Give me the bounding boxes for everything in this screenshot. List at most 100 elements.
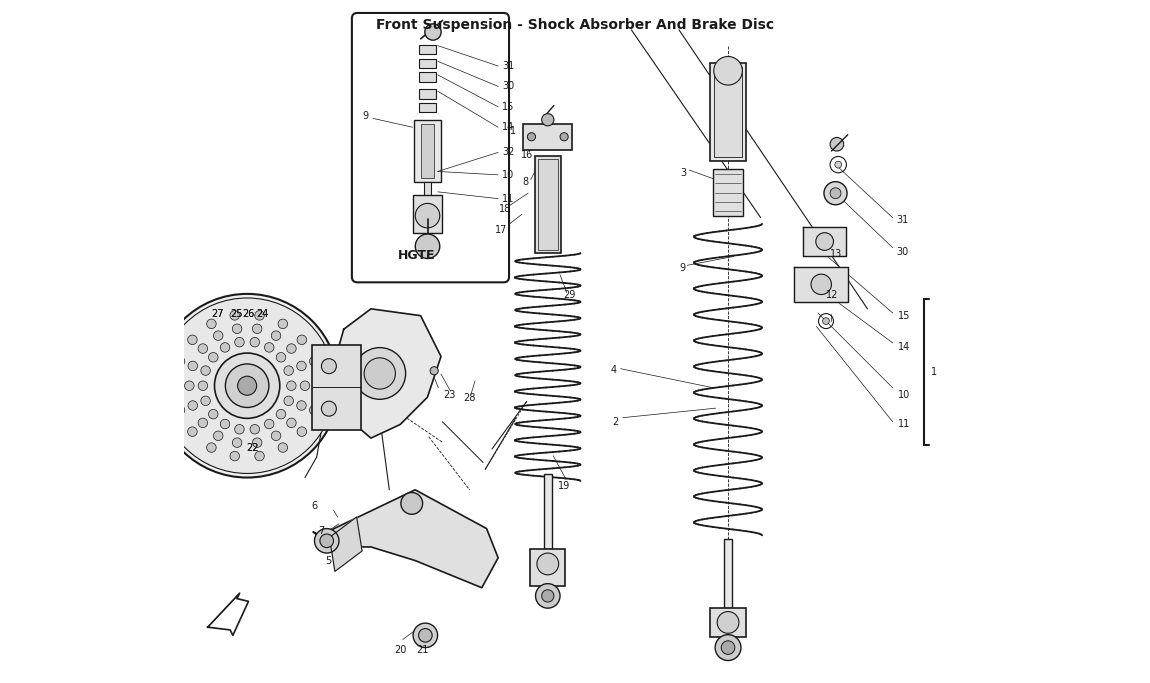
Circle shape — [250, 337, 260, 347]
Circle shape — [415, 234, 439, 258]
Text: 25: 25 — [230, 309, 243, 318]
Text: 6: 6 — [312, 501, 317, 511]
Text: 24: 24 — [256, 309, 268, 318]
Text: Front Suspension - Shock Absorber And Brake Disc: Front Suspension - Shock Absorber And Br… — [376, 18, 774, 32]
Text: 9: 9 — [678, 263, 685, 273]
Circle shape — [221, 343, 230, 352]
Circle shape — [542, 590, 554, 602]
Circle shape — [297, 335, 307, 344]
Circle shape — [286, 344, 297, 353]
Circle shape — [718, 611, 739, 633]
Circle shape — [297, 401, 306, 410]
Circle shape — [297, 427, 307, 436]
Bar — [414, 120, 442, 182]
Circle shape — [189, 361, 198, 371]
Text: 13: 13 — [830, 249, 842, 260]
Bar — [420, 59, 436, 68]
Circle shape — [187, 335, 197, 344]
Text: 23: 23 — [443, 389, 455, 400]
Circle shape — [189, 401, 198, 410]
Text: 11: 11 — [898, 419, 911, 430]
Text: 15: 15 — [898, 311, 911, 320]
Text: 22: 22 — [246, 443, 259, 453]
Circle shape — [187, 427, 197, 436]
Circle shape — [235, 425, 244, 434]
Circle shape — [278, 443, 288, 452]
Circle shape — [232, 324, 242, 333]
FancyBboxPatch shape — [352, 13, 509, 282]
Polygon shape — [313, 490, 498, 588]
Circle shape — [276, 352, 285, 362]
Text: 32: 32 — [503, 148, 514, 157]
Bar — [537, 159, 558, 251]
Circle shape — [175, 357, 185, 366]
Bar — [523, 124, 573, 150]
Text: 7: 7 — [319, 526, 324, 535]
Circle shape — [320, 534, 334, 548]
Polygon shape — [803, 227, 846, 256]
Text: 17: 17 — [496, 225, 508, 235]
Text: 16: 16 — [521, 150, 534, 160]
Text: 10: 10 — [898, 389, 911, 400]
Text: 30: 30 — [897, 247, 908, 257]
Circle shape — [215, 353, 279, 419]
Text: 31: 31 — [503, 61, 514, 71]
Circle shape — [321, 401, 337, 416]
Circle shape — [175, 406, 185, 415]
Text: 27: 27 — [212, 309, 223, 318]
Circle shape — [230, 311, 239, 320]
Circle shape — [284, 396, 293, 406]
Circle shape — [171, 381, 181, 391]
Circle shape — [542, 113, 554, 126]
Bar — [535, 156, 561, 253]
Circle shape — [207, 319, 216, 329]
Circle shape — [365, 358, 396, 389]
Text: 20: 20 — [394, 645, 407, 654]
Circle shape — [419, 628, 432, 642]
Circle shape — [201, 366, 210, 376]
Bar — [421, 124, 435, 178]
Circle shape — [264, 419, 274, 429]
Circle shape — [284, 366, 293, 376]
Bar — [530, 549, 566, 587]
Text: 26: 26 — [243, 309, 255, 318]
Circle shape — [300, 381, 309, 391]
Bar — [420, 45, 436, 55]
Circle shape — [424, 24, 442, 40]
Circle shape — [198, 381, 208, 391]
Circle shape — [354, 348, 406, 400]
Text: 1: 1 — [930, 367, 937, 377]
Circle shape — [184, 381, 194, 391]
Circle shape — [201, 396, 210, 406]
Circle shape — [208, 352, 218, 362]
Circle shape — [715, 635, 741, 660]
Bar — [723, 539, 733, 608]
Circle shape — [198, 344, 208, 353]
Bar — [420, 89, 436, 98]
Circle shape — [314, 381, 323, 391]
Circle shape — [252, 438, 262, 447]
Circle shape — [208, 409, 218, 419]
Circle shape — [264, 343, 274, 352]
Circle shape — [255, 311, 264, 320]
Circle shape — [822, 318, 829, 324]
Text: 28: 28 — [463, 393, 476, 403]
Circle shape — [835, 161, 842, 168]
Circle shape — [250, 425, 260, 434]
Polygon shape — [329, 517, 362, 572]
Bar — [424, 182, 431, 199]
Bar — [413, 195, 443, 233]
Text: 11: 11 — [503, 194, 514, 204]
Text: 27: 27 — [212, 309, 223, 318]
Text: 8: 8 — [522, 178, 529, 187]
Circle shape — [811, 274, 831, 294]
Circle shape — [560, 133, 568, 141]
Text: 30: 30 — [503, 81, 514, 92]
Text: HGTE: HGTE — [398, 249, 436, 262]
Circle shape — [823, 182, 848, 205]
Text: 22: 22 — [246, 443, 259, 453]
Text: 19: 19 — [558, 482, 570, 491]
Circle shape — [235, 337, 244, 347]
Circle shape — [401, 492, 423, 514]
Circle shape — [286, 381, 296, 391]
